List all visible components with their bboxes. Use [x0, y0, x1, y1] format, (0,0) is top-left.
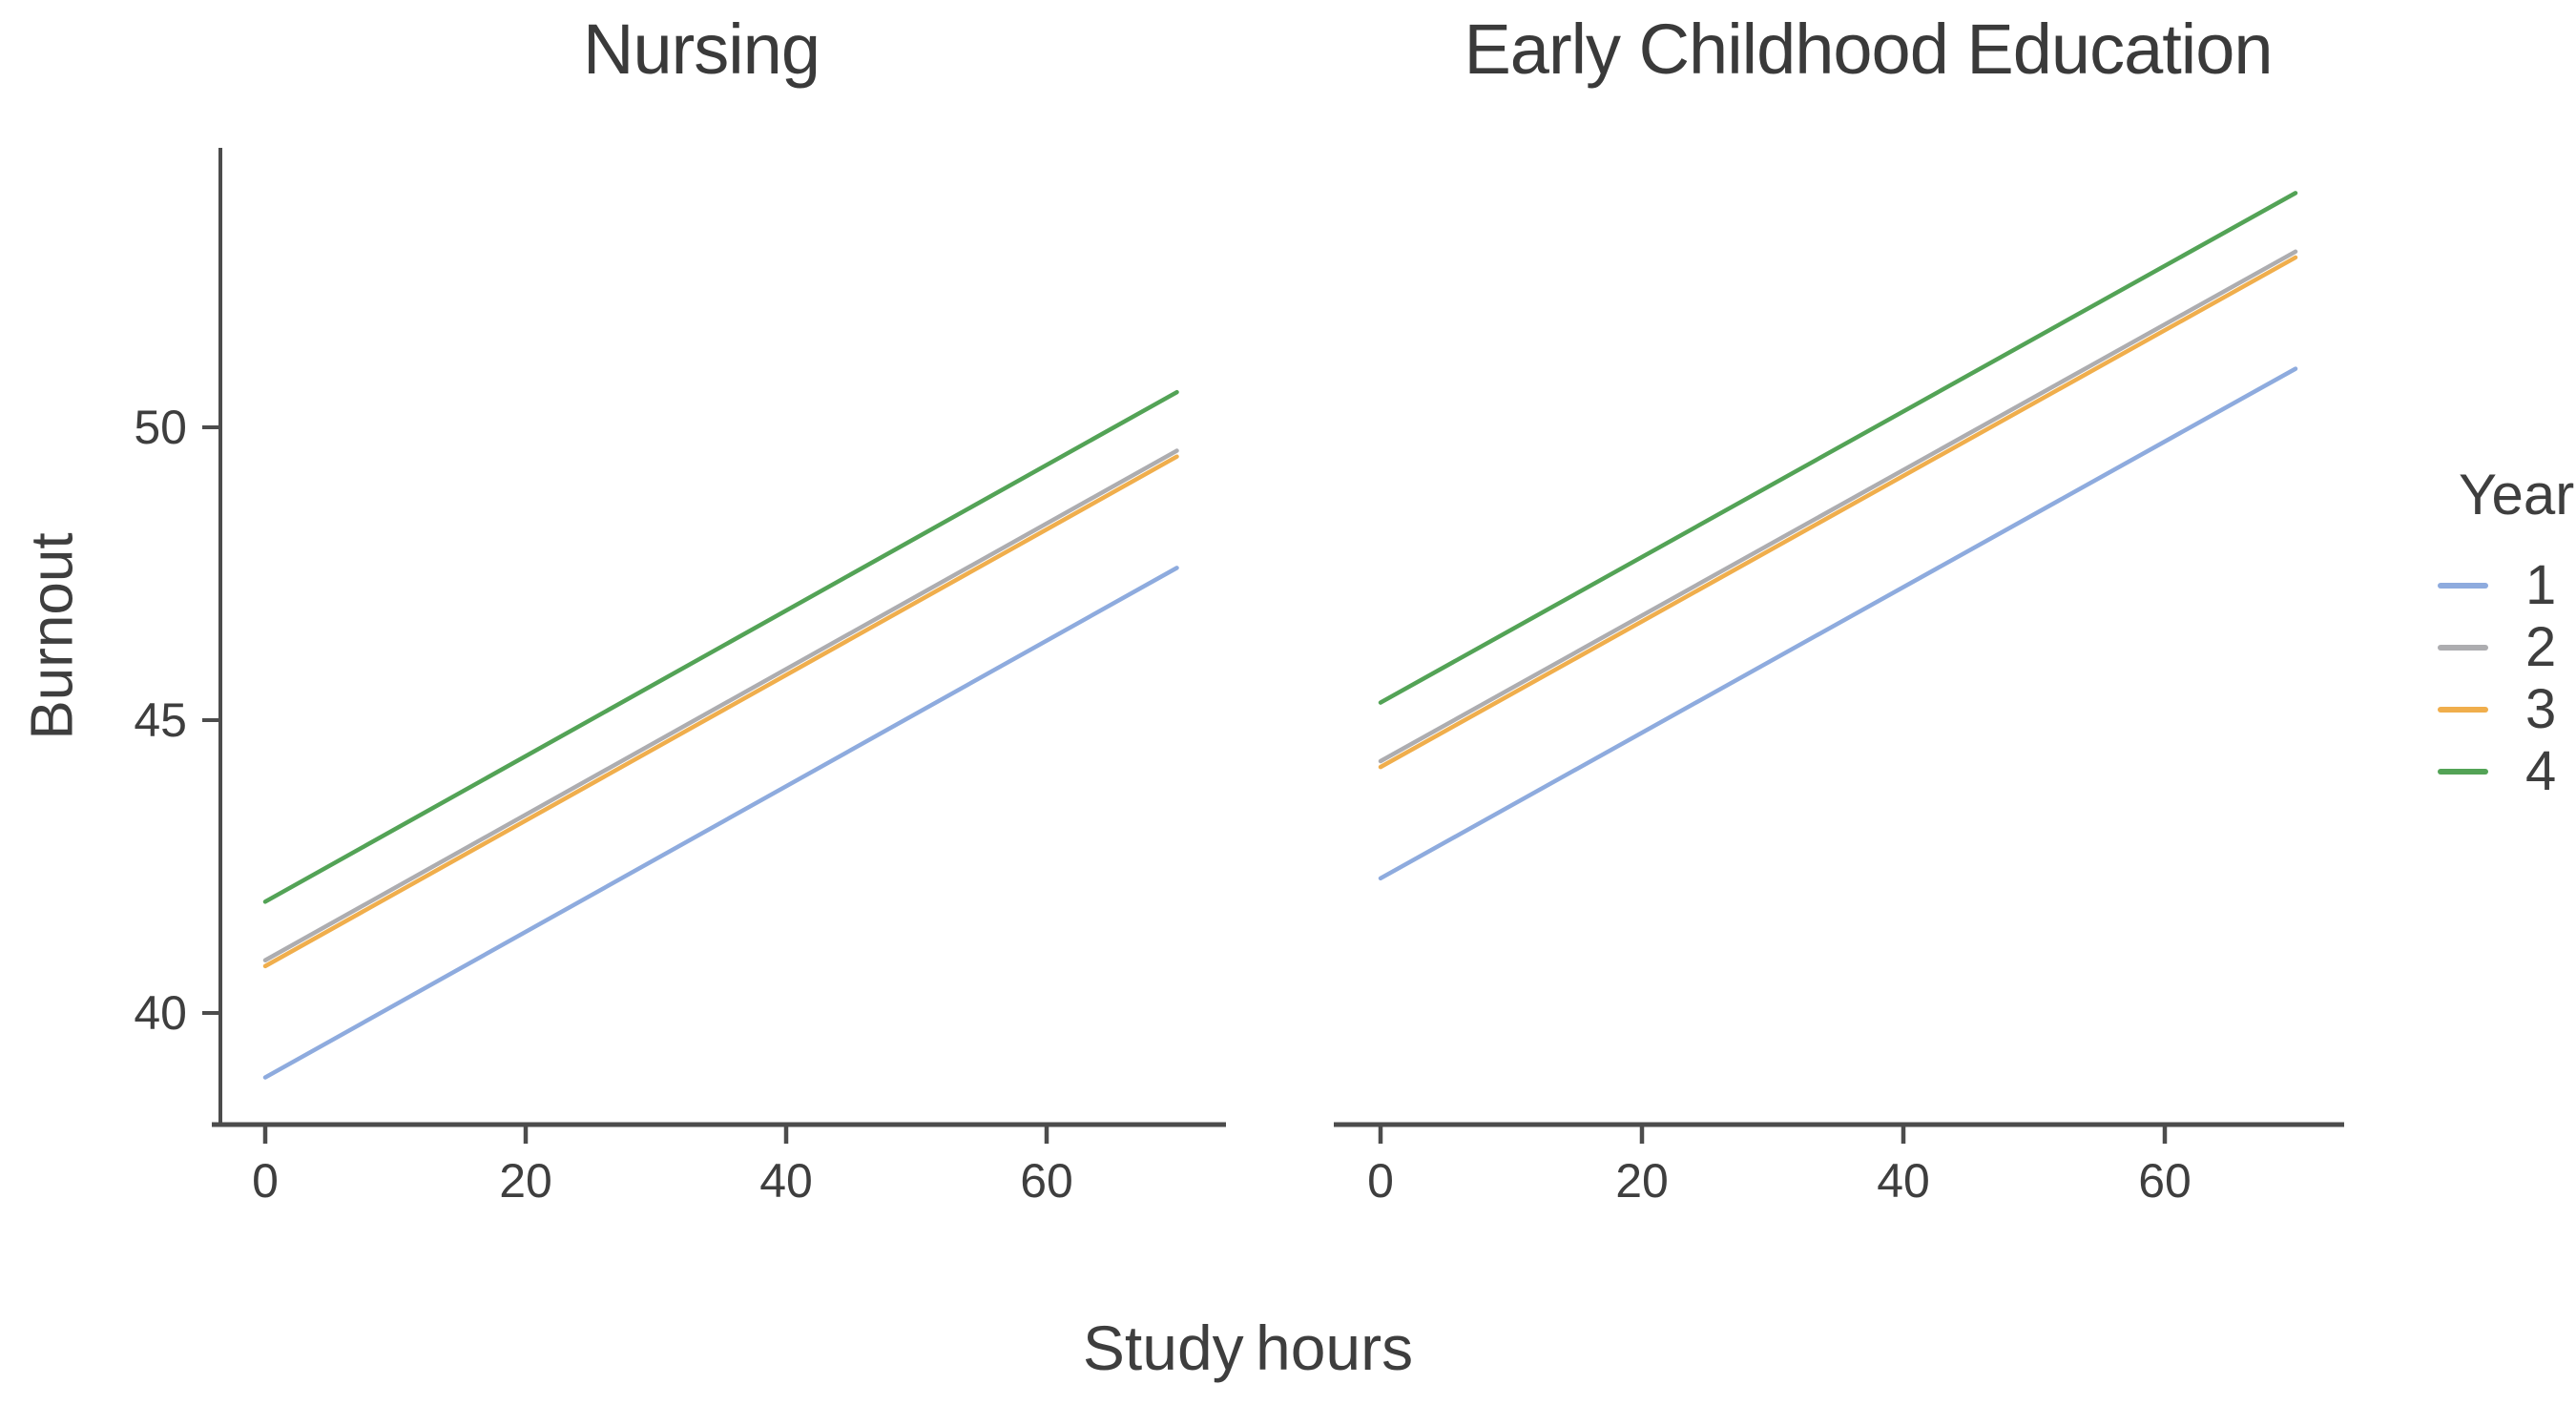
series-line-year-3	[262, 454, 1179, 969]
legend-swatch-year-4-line-icon	[2438, 768, 2488, 775]
x-tick-label: 0	[1367, 1154, 1394, 1208]
legend-label-year-3: 3	[2525, 677, 2557, 740]
x-tick-label: 40	[1877, 1154, 1930, 1208]
series-line-year-4	[262, 389, 1179, 904]
legend-label-year-2: 2	[2525, 615, 2557, 678]
legend-item-year-3: 3	[2438, 678, 2576, 740]
legend-item-year-1: 1	[2438, 554, 2576, 616]
legend-title: Year	[2459, 463, 2575, 527]
legend-item-year-2: 2	[2438, 616, 2576, 678]
y-tick-label: 45	[134, 693, 187, 747]
series-line-year-4	[1378, 191, 2298, 705]
series-line-year-1	[262, 566, 1179, 1080]
legend-swatch-year-2-line-icon	[2438, 644, 2488, 651]
y-axis-label: Burnout	[19, 532, 86, 740]
legend-items: 1 2 3 4	[2438, 554, 2576, 802]
legend-item-year-4: 4	[2438, 740, 2576, 802]
x-axis-label: Study hours	[1082, 1312, 1414, 1383]
x-tick-label: 40	[759, 1154, 813, 1208]
series-line-year-3	[1378, 255, 2298, 770]
legend: Year 1 2 3 4	[2438, 462, 2576, 802]
y-tick-label: 40	[134, 986, 187, 1040]
x-tick-label: 60	[2138, 1154, 2192, 1208]
legend-swatch-year-3-line-icon	[2438, 706, 2488, 713]
legend-label-year-1: 1	[2525, 553, 2557, 616]
legend-label-year-4: 4	[2525, 739, 2557, 802]
x-tick-label: 20	[499, 1154, 552, 1208]
facet-title-early-childhood-education: Early Childhood Education	[1464, 10, 2273, 89]
series-line-year-2	[262, 448, 1179, 962]
series-line-year-2	[1378, 249, 2298, 764]
x-tick-label: 60	[1020, 1154, 1073, 1208]
legend-swatch-year-1-line-icon	[2438, 582, 2488, 589]
facet-title-nursing: Nursing	[583, 10, 821, 89]
y-tick-label: 50	[134, 401, 187, 454]
x-tick-label: 20	[1615, 1154, 1669, 1208]
series-line-year-1	[1378, 366, 2298, 881]
x-tick-label: 0	[252, 1154, 279, 1208]
